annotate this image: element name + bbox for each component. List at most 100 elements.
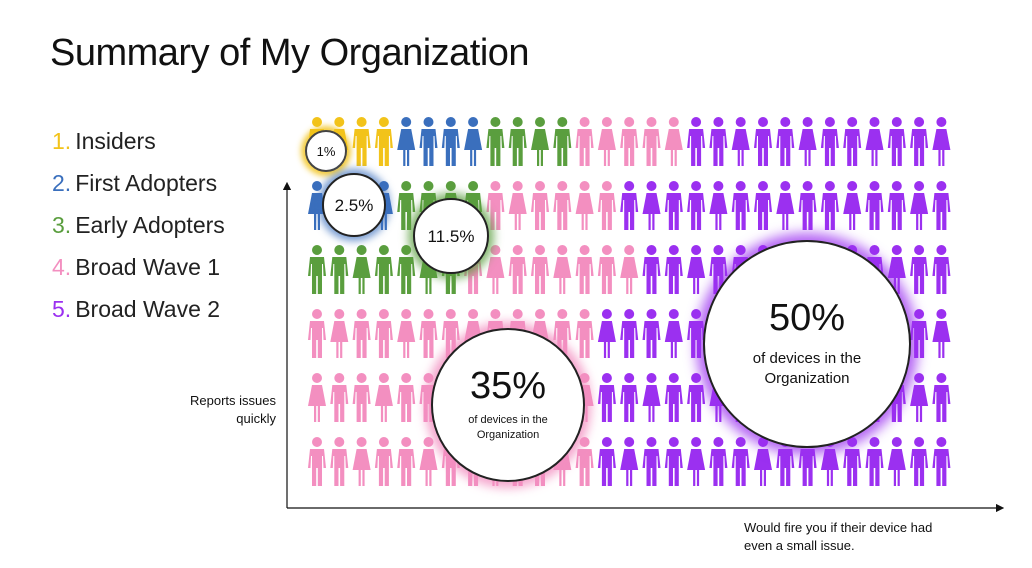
person-icon	[731, 437, 750, 486]
legend-label: Broad Wave 1	[75, 254, 221, 280]
person-icon	[397, 309, 416, 358]
person-icon	[352, 437, 371, 486]
person-icon	[308, 437, 326, 486]
person-icon	[374, 245, 393, 294]
person-icon	[910, 181, 929, 230]
person-icon	[664, 373, 683, 422]
person-icon	[620, 309, 639, 358]
person-icon	[419, 309, 438, 358]
bubble-insiders: 1%	[305, 130, 347, 172]
person-icon	[865, 181, 884, 230]
bubble-percent: 2.5%	[334, 195, 374, 215]
person-icon	[352, 309, 371, 358]
person-icon	[709, 181, 728, 230]
person-icon	[352, 117, 371, 166]
person-icon	[932, 181, 951, 230]
legend-item-insiders: 1. Insiders	[52, 126, 225, 168]
person-icon	[932, 437, 951, 486]
person-icon	[308, 373, 326, 422]
person-icon	[932, 117, 951, 166]
person-icon	[664, 437, 683, 486]
legend: 1. Insiders 2. First Adopters 3. Early Adop…	[52, 126, 225, 336]
person-icon	[620, 181, 639, 230]
bubble-broad-wave-2: 50% of devices in the Organization	[703, 240, 911, 448]
person-icon	[642, 117, 661, 166]
person-icon	[531, 117, 549, 166]
legend-item-broad-wave-1: 4. Broad Wave 1	[52, 252, 225, 294]
person-icon	[620, 437, 639, 486]
person-icon	[687, 117, 706, 166]
person-icon	[374, 373, 393, 422]
person-icon	[597, 117, 616, 166]
person-icon	[887, 437, 906, 486]
y-axis-label: Reports issues quickly	[190, 393, 276, 426]
person-icon	[910, 437, 929, 486]
bubble-first-adopters: 2.5%	[322, 173, 386, 237]
person-icon	[798, 181, 817, 230]
person-icon	[709, 117, 728, 166]
page-title: Summary of My Organization	[50, 32, 530, 74]
legend-number: 3.	[52, 212, 72, 238]
person-icon	[374, 437, 393, 486]
person-icon	[397, 373, 416, 422]
person-icon	[575, 437, 594, 486]
person-icon	[419, 437, 438, 486]
bubble-percent: 35%	[469, 365, 547, 408]
legend-item-first-adopters: 2. First Adopters	[52, 168, 225, 210]
person-icon	[664, 117, 683, 166]
person-icon	[865, 437, 884, 486]
person-icon	[508, 181, 527, 230]
person-icon	[397, 181, 416, 230]
person-icon	[575, 245, 594, 294]
person-icon	[397, 245, 416, 294]
person-icon	[486, 117, 505, 166]
person-icon	[642, 181, 661, 230]
legend-label: First Adopters	[75, 170, 218, 196]
bubble-early-adopters: 11.5%	[413, 198, 489, 274]
person-icon	[397, 437, 416, 486]
person-icon	[531, 181, 549, 230]
person-icon	[865, 117, 884, 166]
bubble-percent: 50%	[768, 296, 846, 339]
person-icon	[330, 437, 349, 486]
person-icon	[843, 437, 862, 486]
bubble-broad-wave-1: 35% of devices in the Organization	[431, 328, 585, 482]
legend-number: 5.	[52, 296, 72, 322]
person-icon	[553, 117, 572, 166]
bubble-description: of devices in the Organization	[468, 414, 548, 441]
person-icon	[531, 245, 549, 294]
legend-item-broad-wave-2: 5. Broad Wave 2	[52, 294, 225, 336]
person-icon	[597, 437, 616, 486]
person-icon	[620, 373, 639, 422]
person-icon	[910, 245, 929, 294]
person-icon	[575, 117, 594, 166]
person-icon	[352, 245, 371, 294]
legend-label: Insiders	[75, 128, 156, 154]
legend-number: 4.	[52, 254, 72, 280]
person-icon	[932, 309, 951, 358]
person-icon	[754, 181, 772, 230]
person-icon	[776, 181, 795, 230]
person-icon	[664, 245, 683, 294]
person-icon	[508, 245, 527, 294]
person-icon	[575, 309, 594, 358]
person-icon	[664, 309, 683, 358]
person-icon	[597, 245, 616, 294]
person-icon	[486, 181, 505, 230]
person-icon	[374, 117, 393, 166]
person-icon	[642, 245, 661, 294]
legend-label: Broad Wave 2	[75, 296, 221, 322]
person-icon	[687, 437, 706, 486]
person-icon	[843, 117, 862, 166]
bubble-percent: 1%	[316, 143, 336, 159]
person-icon	[486, 245, 505, 294]
person-icon	[820, 117, 839, 166]
person-icon	[887, 245, 906, 294]
legend-number: 2.	[52, 170, 72, 196]
person-icon	[620, 117, 639, 166]
person-icon	[308, 309, 326, 358]
person-icon	[374, 309, 393, 358]
person-icon	[352, 373, 371, 422]
person-icon	[820, 181, 839, 230]
